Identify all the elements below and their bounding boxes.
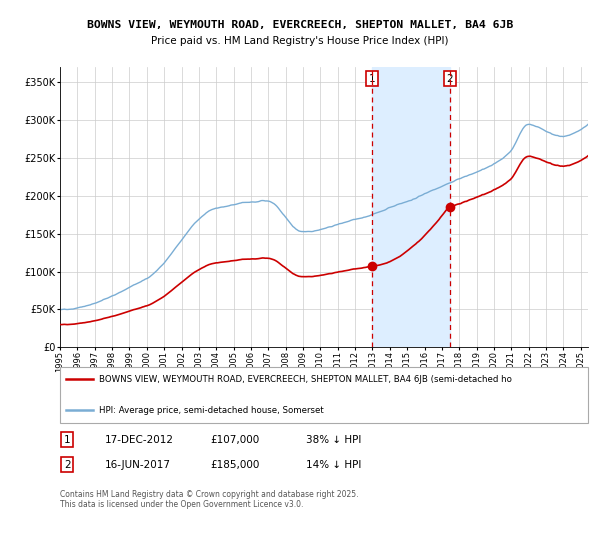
Text: Price paid vs. HM Land Registry's House Price Index (HPI): Price paid vs. HM Land Registry's House … (151, 36, 449, 46)
Text: £185,000: £185,000 (210, 460, 259, 470)
Text: 17-DEC-2012: 17-DEC-2012 (105, 435, 174, 445)
Text: 2: 2 (446, 73, 453, 83)
Text: 38% ↓ HPI: 38% ↓ HPI (306, 435, 361, 445)
Text: 2: 2 (64, 460, 71, 470)
Text: 16-JUN-2017: 16-JUN-2017 (105, 460, 171, 470)
Text: BOWNS VIEW, WEYMOUTH ROAD, EVERCREECH, SHEPTON MALLET, BA4 6JB: BOWNS VIEW, WEYMOUTH ROAD, EVERCREECH, S… (87, 20, 513, 30)
Bar (372, 67, 450, 347)
Text: BOWNS VIEW, WEYMOUTH ROAD, EVERCREECH, SHEPTON MALLET, BA4 6JB (semi-detached ho: BOWNS VIEW, WEYMOUTH ROAD, EVERCREECH, S… (99, 375, 512, 384)
Text: £107,000: £107,000 (210, 435, 259, 445)
Text: 1: 1 (368, 73, 375, 83)
Text: 1: 1 (64, 435, 71, 445)
Text: Contains HM Land Registry data © Crown copyright and database right 2025.
This d: Contains HM Land Registry data © Crown c… (60, 490, 359, 510)
Text: 14% ↓ HPI: 14% ↓ HPI (306, 460, 361, 470)
Text: HPI: Average price, semi-detached house, Somerset: HPI: Average price, semi-detached house,… (99, 406, 324, 415)
